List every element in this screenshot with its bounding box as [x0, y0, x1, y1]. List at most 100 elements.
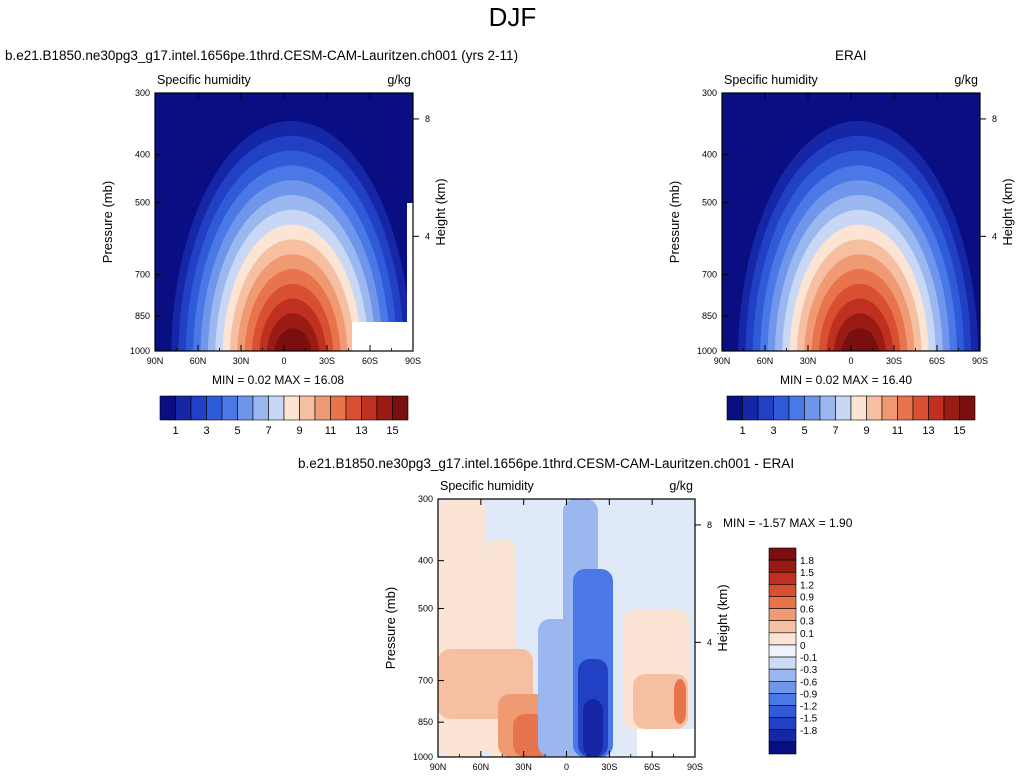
model-y-tick-label: 400	[135, 150, 150, 160]
diff-region-12	[674, 679, 686, 724]
diff-y-tick-label: 300	[418, 494, 433, 504]
diff-colorbar-box	[768, 632, 797, 646]
erai-colorbar-box	[881, 395, 898, 421]
erai-colorbar-box	[959, 395, 976, 421]
model-colorbar-box	[190, 395, 207, 421]
diff-colorbar-label: 0.9	[800, 592, 814, 603]
model-colorbar-box	[206, 395, 223, 421]
erai-colorbar-box	[819, 395, 836, 421]
erai-colorbar-box	[897, 395, 914, 421]
erai-colorbar-box	[835, 395, 852, 421]
diff-colorbar-label: -1.2	[800, 702, 818, 713]
diff-region-9	[583, 699, 603, 757]
diff-x-tick-label: 60N	[473, 762, 490, 772]
diff-colorbar-box	[768, 559, 797, 573]
diff-colorbar-box	[768, 608, 797, 622]
erai-colorbar-label: 15	[953, 425, 965, 437]
model-colorbar-box	[268, 395, 285, 421]
model-colorbar-label: 7	[265, 425, 271, 437]
erai-field	[722, 93, 980, 351]
diff-colorbar-box	[768, 584, 797, 597]
diff-colorbar-label: -0.9	[800, 689, 818, 700]
diff-y-tick-label: 700	[418, 676, 433, 686]
diff-x-tick-label: 60S	[644, 762, 660, 772]
model-colorbar-box	[330, 395, 347, 421]
model-x-tick-label: 90N	[147, 356, 164, 366]
diff-colorbar-label: 1.8	[800, 556, 814, 567]
erai-colorbar-box	[850, 395, 867, 421]
model-plot: Specific humidity g/kg 90N 60N 30N 0 30S 60S 90S…	[100, 73, 448, 437]
diff-variable-label: Specific humidity	[440, 479, 535, 493]
diff-colorbar-label: 0.6	[800, 605, 814, 616]
diff-colorbar-box	[768, 705, 797, 718]
diff-y-tick-label: 1000	[413, 752, 433, 762]
erai-colorbar-box	[804, 395, 821, 421]
erai-colorbar-label: 5	[801, 425, 807, 437]
model-stats: MIN = 0.02 MAX = 16.08	[212, 373, 345, 387]
model-y-tick-label: 300	[135, 88, 150, 98]
erai-y-tick-label: 700	[702, 270, 717, 280]
erai-colorbar-box	[742, 395, 759, 421]
diff-colorbar-box	[768, 596, 797, 609]
model-missing-data	[352, 322, 413, 351]
diff-colorbar-box	[768, 571, 797, 585]
erai-contour-14	[833, 313, 887, 351]
model-colorbar-box	[314, 395, 331, 421]
erai-y-axis-label: Pressure (mb)	[667, 181, 682, 263]
diff-colorbar-box	[768, 644, 797, 658]
model-x-tick-label: 60S	[362, 356, 378, 366]
model-colorbar-box	[175, 395, 192, 421]
model-colorbar-box	[361, 395, 378, 421]
erai-x-tick-label: 60N	[757, 356, 774, 366]
model-x-tick-label: 0	[281, 356, 286, 366]
erai-x-tick-label: 0	[848, 356, 853, 366]
diff-colorbar-box	[768, 668, 797, 682]
erai-colorbar-box	[943, 395, 960, 421]
model-y-tick-label: 1000	[130, 346, 150, 356]
erai-colorbar-box	[788, 395, 805, 421]
model-height-axis-label: Height (km)	[433, 178, 448, 245]
page-title: DJF	[488, 2, 537, 32]
diff-units-label: g/kg	[669, 479, 693, 493]
erai-plot: Specific humidity g/kg 90N 60N 30N 0 30S 60S 90S…	[667, 73, 1015, 437]
model-colorbar-box	[345, 395, 362, 421]
diff-x-tick-label: 30S	[601, 762, 617, 772]
erai-x-tick-label: 30S	[886, 356, 902, 366]
model-colorbar-box	[237, 395, 254, 421]
model-colorbar-label: 9	[296, 425, 302, 437]
model-colorbar-label: 13	[355, 425, 367, 437]
diff-missing-data	[637, 729, 695, 757]
erai-colorbar-box	[773, 395, 790, 421]
erai-y-tick-label: 850	[702, 311, 717, 321]
diff-colorbar-label: 0.3	[800, 617, 814, 628]
diff-colorbar-label: -0.3	[800, 665, 818, 676]
erai-colorbar-label: 13	[922, 425, 934, 437]
diff-colorbar-label: 1.5	[800, 568, 814, 579]
model-contour-14	[266, 313, 320, 351]
erai-x-tick-label: 60S	[929, 356, 945, 366]
diff-height-tick-label: 4	[707, 637, 712, 647]
model-x-tick-label: 30N	[233, 356, 250, 366]
erai-colorbar-label: 7	[832, 425, 838, 437]
model-colorbar-box	[299, 395, 316, 421]
erai-y-tick-label: 500	[702, 197, 717, 207]
erai-colorbar-box	[757, 395, 774, 421]
erai-variable-label: Specific humidity	[724, 73, 819, 87]
erai-colorbar-box	[928, 395, 945, 421]
erai-colorbar-label: 3	[770, 425, 776, 437]
diff-x-tick-label: 90S	[687, 762, 703, 772]
erai-colorbar-label: 9	[863, 425, 869, 437]
diff-colorbar-box	[768, 693, 797, 706]
erai-height-tick-label: 4	[992, 231, 997, 241]
model-x-tick-label: 30S	[319, 356, 335, 366]
diff-height-axis-label: Height (km)	[715, 584, 730, 651]
diff-colorbar-box	[768, 741, 797, 755]
erai-x-tick-label: 90S	[972, 356, 988, 366]
diff-y-tick-label: 850	[418, 717, 433, 727]
model-y-tick-label: 700	[135, 270, 150, 280]
diff-colorbar-label: 0	[800, 641, 806, 652]
diff-x-tick-label: 30N	[515, 762, 532, 772]
diff-stats: MIN = -1.57 MAX = 1.90	[723, 516, 853, 530]
erai-stats: MIN = 0.02 MAX = 16.40	[780, 373, 913, 387]
